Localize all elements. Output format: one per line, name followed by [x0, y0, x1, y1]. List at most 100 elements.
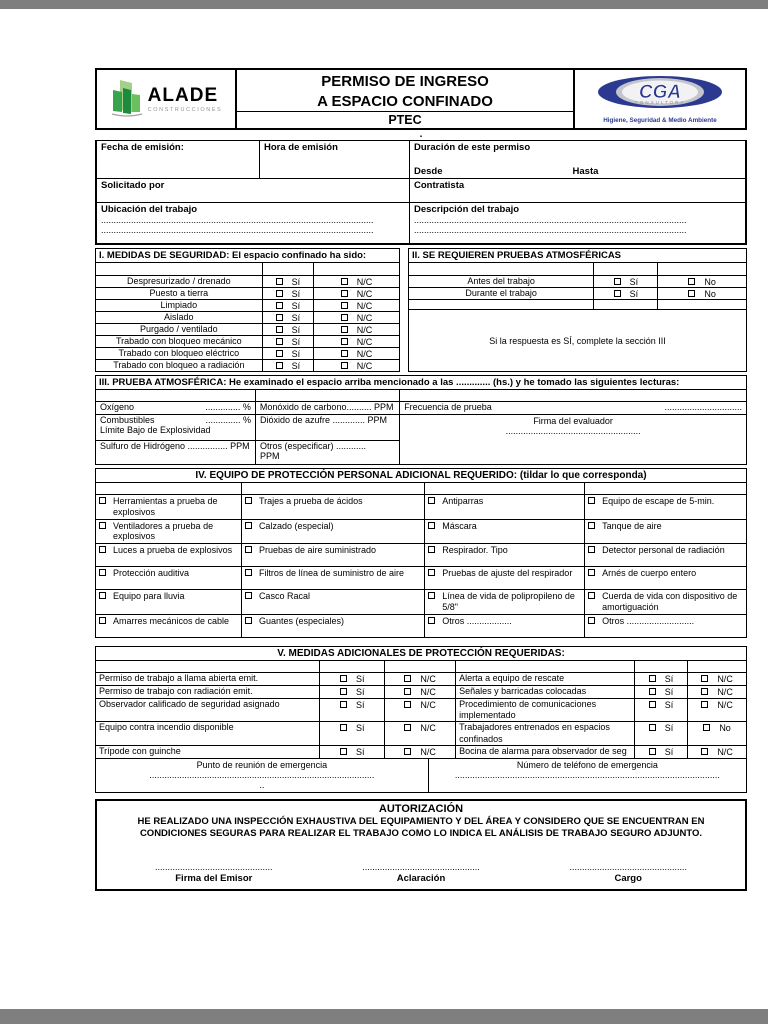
checkbox-si[interactable] — [339, 674, 347, 682]
checkbox[interactable] — [99, 616, 106, 624]
checkbox-nc[interactable] — [340, 302, 348, 309]
checkbox-si[interactable] — [275, 338, 283, 345]
field-punto-reunion[interactable]: Punto de reunión de emergencia .........… — [96, 758, 429, 792]
section-5-title: V. MEDIDAS ADICIONALES DE PROTECCIÓN REQ… — [96, 647, 746, 661]
checkbox-si[interactable] — [275, 326, 283, 333]
checkbox-si[interactable] — [339, 747, 347, 755]
checkbox-nc[interactable] — [340, 326, 348, 333]
checkbox[interactable] — [428, 616, 436, 624]
field-cargo[interactable]: ........................................… — [539, 862, 717, 884]
checkbox[interactable] — [99, 569, 106, 577]
checkbox[interactable] — [588, 569, 596, 577]
field-otros-especificar[interactable]: Otros (especificar) ............ PPM — [256, 441, 401, 464]
checkbox-si[interactable] — [339, 724, 347, 732]
checkbox-nc[interactable] — [340, 338, 348, 345]
field-monoxido[interactable]: Monóxido de carbono.......... PPM — [256, 402, 401, 414]
checkbox-nc[interactable] — [340, 362, 348, 369]
checkbox-si[interactable] — [275, 302, 283, 309]
field-fecha-emision[interactable]: Fecha de emisión: — [97, 141, 260, 178]
section-2-pruebas-atmosfericas: II. SE REQUIEREN PRUEBAS ATMOSFÉRICAS An… — [408, 248, 747, 372]
checkbox-nc[interactable] — [340, 278, 348, 285]
checkbox[interactable] — [244, 616, 252, 624]
sec5-row-1: Permiso de trabajo a llama abierta emit.… — [96, 671, 746, 685]
checkbox[interactable] — [244, 592, 252, 600]
checkbox[interactable] — [428, 497, 436, 504]
checkbox-si[interactable] — [339, 700, 347, 708]
field-sulfuro-hidrogeno[interactable]: Sulfuro de Hidrógeno ................ PP… — [96, 441, 256, 464]
checkbox-si[interactable] — [648, 747, 656, 755]
field-combustibles[interactable]: Combustibles .............. % Límite Baj… — [96, 415, 256, 440]
checkbox[interactable] — [428, 521, 436, 529]
field-firma-evaluador[interactable]: Firma del evaluador ....................… — [400, 415, 746, 464]
si-label: Sí — [355, 746, 365, 757]
checkbox[interactable] — [428, 546, 436, 554]
checkbox-no[interactable] — [688, 278, 696, 285]
checkbox[interactable] — [244, 497, 252, 504]
field-telefono-emergencia[interactable]: Número de teléfono de emergencia .......… — [429, 759, 746, 792]
nc-label: N/C — [356, 337, 373, 347]
field-ubicacion-trabajo[interactable]: Ubicación del trabajo ..................… — [97, 203, 410, 243]
checkbox-si[interactable] — [648, 724, 656, 732]
cga-tagline: Higiene, Seguridad & Medio Ambiente — [603, 117, 717, 124]
checkbox[interactable] — [244, 546, 252, 554]
section-3-title: III. PRUEBA ATMOSFÉRICA: He examinado el… — [96, 376, 746, 390]
field-hora-emision[interactable]: Hora de emisión — [260, 141, 410, 178]
checkbox-nc[interactable] — [340, 350, 348, 357]
checkbox[interactable] — [244, 569, 252, 577]
checkbox-nc[interactable] — [404, 747, 412, 755]
checkbox-si[interactable] — [275, 278, 283, 285]
field-contratista[interactable]: Contratista — [414, 180, 465, 191]
field-solicitado-por[interactable]: Solicitado por — [97, 179, 410, 202]
checkbox-no[interactable] — [688, 290, 696, 297]
checkbox[interactable] — [588, 592, 596, 600]
checkbox[interactable] — [99, 497, 106, 504]
checkbox[interactable] — [428, 592, 436, 600]
field-oxigeno[interactable]: Oxígeno .............. % — [96, 402, 256, 414]
checkbox[interactable] — [99, 521, 106, 529]
checkbox[interactable] — [428, 569, 436, 577]
checkbox[interactable] — [99, 546, 106, 554]
checkbox-no[interactable] — [703, 724, 711, 732]
form-title-block: PERMISO DE INGRESO A ESPACIO CONFINADO P… — [237, 70, 575, 128]
nc-label: N/C — [420, 673, 436, 684]
checkbox-nc[interactable] — [404, 687, 412, 695]
checkbox-nc[interactable] — [701, 747, 709, 755]
si-label: Sí — [355, 673, 365, 684]
field-duracion-permiso[interactable]: Duración de este permiso Desde Hasta — [410, 141, 745, 178]
field-frecuencia-prueba[interactable]: Frecuencia de prueba ...................… — [400, 402, 746, 414]
checkbox-si[interactable] — [275, 314, 283, 321]
checkbox-si[interactable] — [648, 700, 656, 708]
field-firma-emisor[interactable]: ........................................… — [125, 862, 303, 884]
checkbox[interactable] — [244, 521, 252, 529]
checkbox-nc[interactable] — [404, 700, 412, 708]
checkbox-si[interactable] — [648, 674, 656, 682]
checkbox-nc[interactable] — [701, 687, 709, 695]
checkbox-nc[interactable] — [701, 700, 709, 708]
field-dioxido-azufre[interactable]: Dióxido de azufre ............. PPM — [256, 415, 401, 440]
checkbox-si[interactable] — [613, 278, 621, 285]
checkbox-si[interactable] — [275, 362, 283, 369]
checkbox-si[interactable] — [648, 687, 656, 695]
checkbox-si[interactable] — [613, 290, 621, 297]
checkbox[interactable] — [588, 521, 596, 529]
epp-item: Pruebas de aire suministrado — [240, 543, 425, 567]
checkbox[interactable] — [588, 616, 596, 624]
checkbox-si[interactable] — [275, 350, 283, 357]
si-label: Sí — [291, 361, 301, 371]
checkbox[interactable] — [588, 546, 596, 554]
checkbox-nc[interactable] — [340, 290, 348, 297]
field-descripcion-trabajo[interactable]: Descripción del trabajo ................… — [410, 203, 745, 243]
section-1-title: I. MEDIDAS DE SEGURIDAD: El espacio conf… — [96, 249, 399, 263]
otros-ppm-label: PPM — [260, 451, 280, 461]
checkbox-nc[interactable] — [404, 674, 412, 682]
checkbox-nc[interactable] — [340, 314, 348, 321]
field-aclaracion[interactable]: ........................................… — [332, 862, 510, 884]
checkbox-si[interactable] — [339, 687, 347, 695]
checkbox[interactable] — [99, 592, 106, 600]
checkbox-nc[interactable] — [701, 674, 709, 682]
epp-item: Arnés de cuerpo entero — [584, 566, 746, 590]
checkbox-si[interactable] — [275, 290, 283, 297]
checkbox[interactable] — [588, 497, 596, 504]
epp-item: Calzado (especial) — [240, 518, 425, 544]
checkbox-nc[interactable] — [404, 724, 412, 732]
